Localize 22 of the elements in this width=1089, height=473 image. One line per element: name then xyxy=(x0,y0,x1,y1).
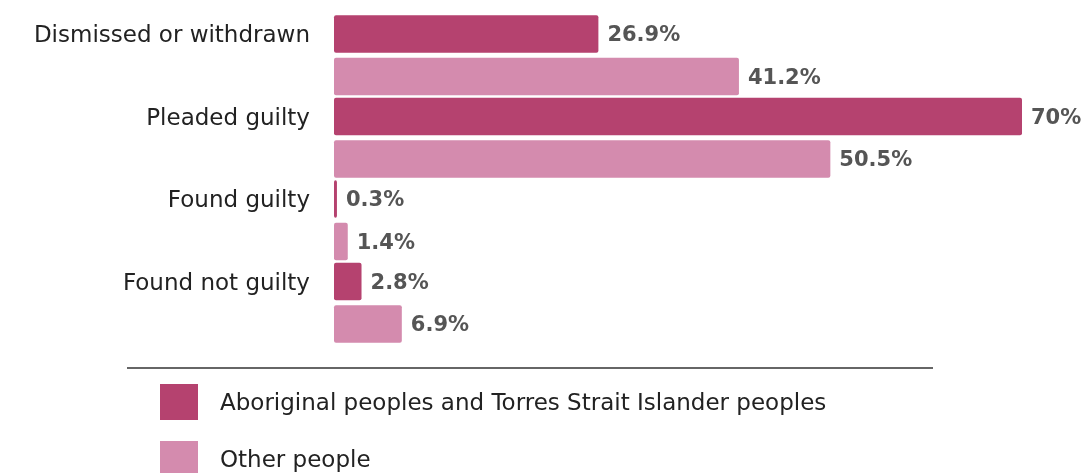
bar xyxy=(334,222,348,261)
data-label: 50.5% xyxy=(839,147,913,172)
data-label: 0.3% xyxy=(345,187,405,212)
data-label: 70% xyxy=(1031,104,1082,129)
legend-label: Aboriginal peoples and Torres Strait Islander peoples xyxy=(220,389,827,416)
y-tick-label: Found not guilty xyxy=(122,268,310,295)
legend-label: Other people xyxy=(220,446,371,473)
bar xyxy=(334,180,337,218)
bar xyxy=(334,262,362,301)
bar xyxy=(334,305,402,343)
data-label: 2.8% xyxy=(370,269,429,294)
data-label: 1.4% xyxy=(356,229,416,254)
bar xyxy=(334,15,599,53)
bar xyxy=(334,57,739,96)
y-tick-label: Pleaded guilty xyxy=(146,103,310,130)
data-label: 41.2% xyxy=(747,64,821,89)
bar xyxy=(334,140,831,178)
bar xyxy=(334,97,1022,136)
data-label: 26.9% xyxy=(607,22,681,47)
data-label: 6.9% xyxy=(410,312,470,337)
y-tick-label: Found guilty xyxy=(167,186,310,213)
y-tick-label: Dismissed or withdrawn xyxy=(33,21,310,48)
